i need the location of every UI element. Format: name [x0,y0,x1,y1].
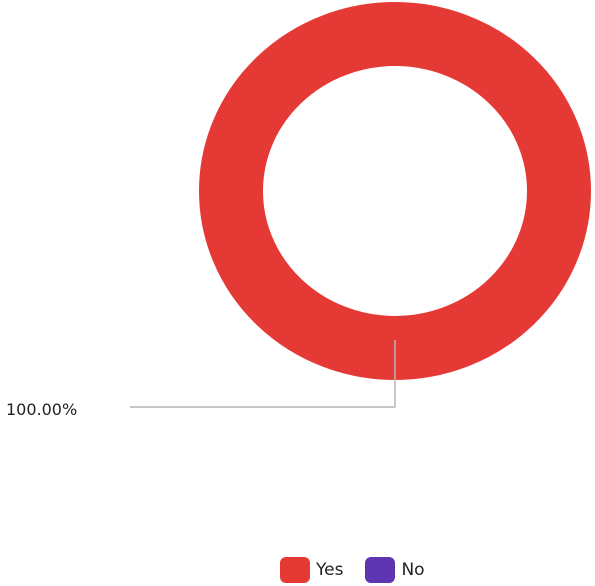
legend-swatch-yes [280,557,310,583]
legend-item-yes[interactable]: Yes [280,557,343,583]
legend-item-no[interactable]: No [365,557,425,583]
legend-swatch-no [365,557,396,583]
legend-label-no: No [401,560,425,580]
data-label-leader-line [130,340,396,408]
donut-slices [199,2,591,380]
data-label-yes: 100.00% [6,400,77,419]
legend: Yes No [280,556,447,584]
donut-slice-yes[interactable] [199,2,591,380]
legend-label-yes: Yes [316,560,344,580]
